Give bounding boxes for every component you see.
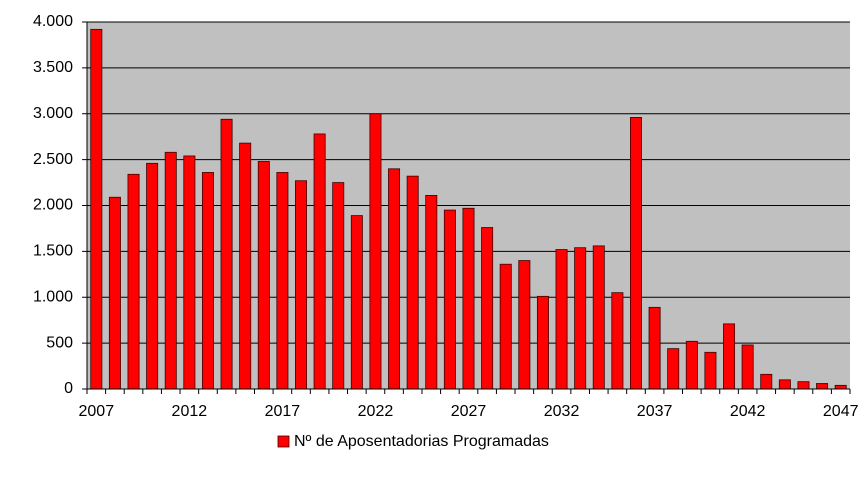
bar [164,151,177,390]
bar [183,155,196,390]
bar [816,383,829,390]
bar [499,263,512,390]
bar [146,162,159,390]
bar [425,195,438,390]
bar [350,215,363,390]
x-tick-label: 2012 [172,403,208,420]
bar [127,173,140,390]
x-tick-label: 2047 [823,403,859,420]
bar [685,340,698,390]
bar [332,182,345,390]
bar [592,245,605,390]
y-tick-label: 3.500 [33,59,73,76]
bar [741,344,754,390]
bar [778,379,791,390]
bar [406,175,419,390]
bar [574,247,587,390]
x-tick-label: 2022 [358,403,394,420]
bar [481,227,494,390]
bar [108,196,121,390]
bar [90,28,103,390]
x-tick-label: 2027 [451,403,487,420]
bar [648,306,661,390]
x-tick-label: 2037 [637,403,673,420]
bar [239,142,252,390]
bar [388,168,401,390]
y-tick-label: 500 [46,334,73,351]
legend-swatch [277,435,290,448]
bar [462,207,475,390]
y-tick-label: 4.000 [33,13,73,30]
bar [257,161,270,390]
bar [220,118,233,390]
bar [276,172,289,390]
bar [443,209,456,390]
y-tick-label: 1.500 [33,243,73,260]
bar [760,373,773,390]
y-tick-label: 1.000 [33,288,73,305]
x-tick-label: 2007 [79,403,115,420]
bar [667,348,680,390]
bar [295,180,307,390]
bar [369,113,382,390]
bar [536,295,549,390]
x-tick-label: 2032 [544,403,580,420]
bar [518,260,531,390]
y-tick-label: 3.000 [33,105,73,122]
bar [313,133,326,390]
bar [834,384,847,390]
bar [555,249,568,390]
x-tick-label: 2042 [730,403,766,420]
bar [723,323,736,390]
bar [630,117,642,390]
bar [797,381,810,390]
x-tick-label: 2017 [265,403,301,420]
bar [611,292,624,390]
legend-label: Nº de Aposentadorias Programadas [294,433,549,450]
bar [704,351,717,390]
y-tick-label: 2.000 [33,197,73,214]
bar [201,172,214,390]
y-tick-label: 0 [64,380,73,397]
y-tick-label: 2.500 [33,151,73,168]
